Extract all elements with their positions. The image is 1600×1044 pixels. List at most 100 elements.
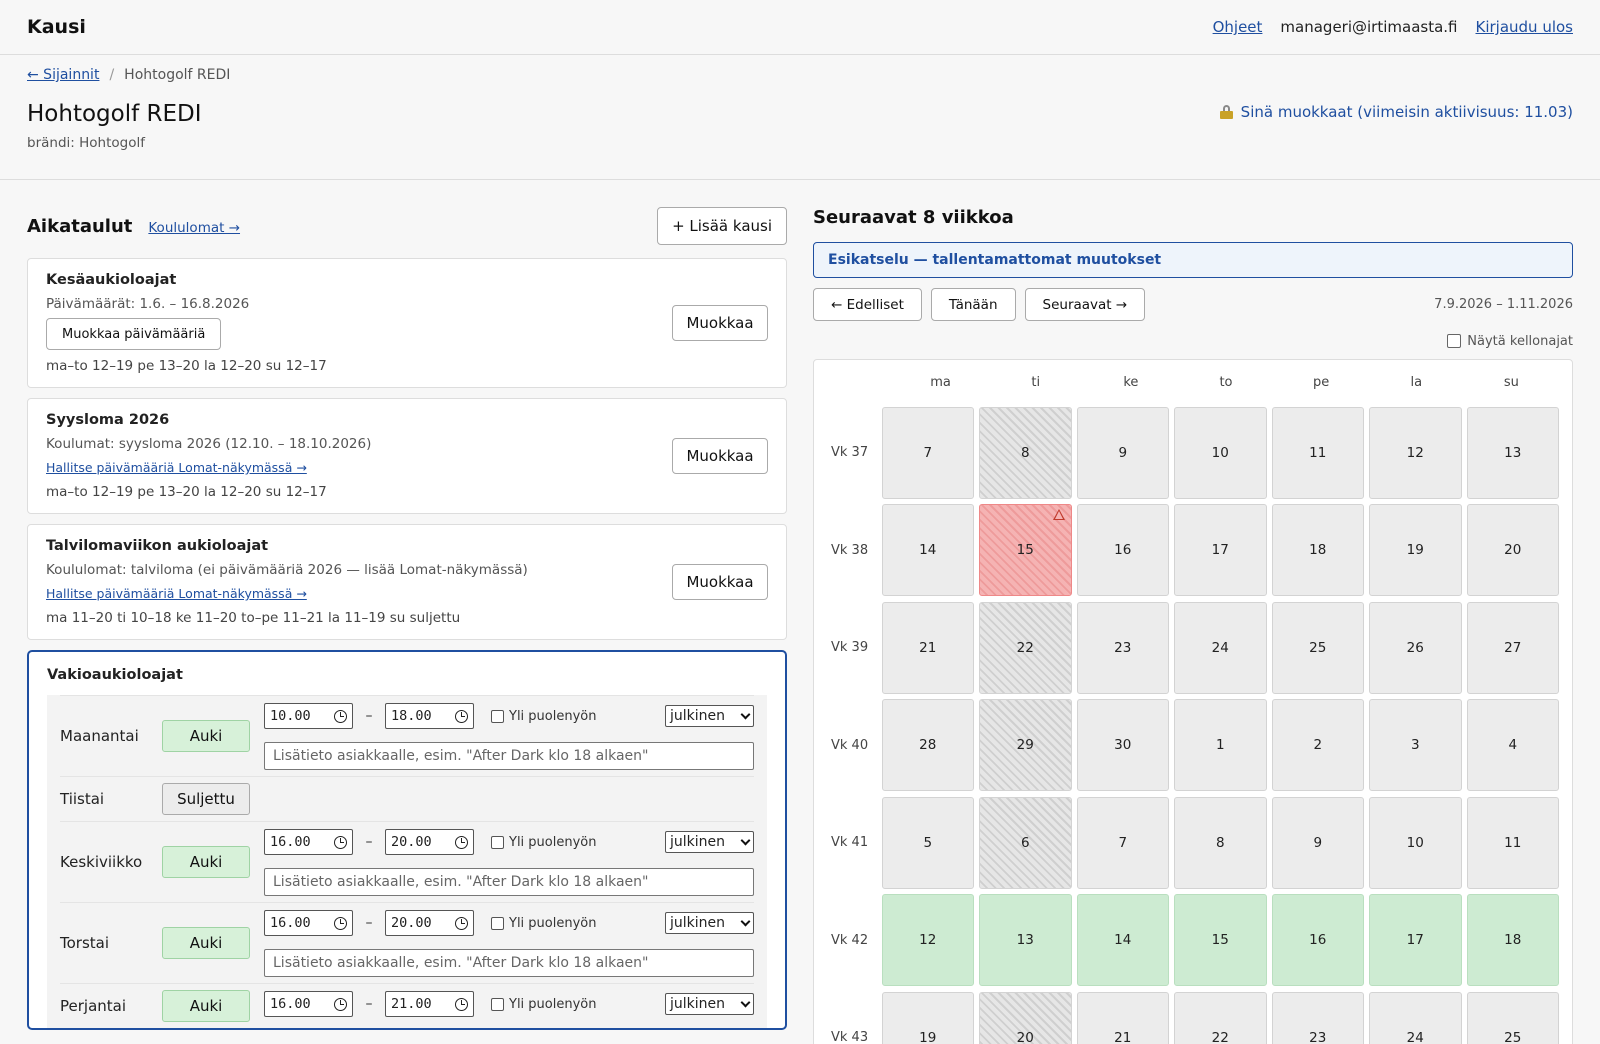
calendar-day[interactable]: 13 — [979, 894, 1072, 987]
close-time-input[interactable]: 20.00 — [385, 829, 474, 855]
show-times-checkbox[interactable]: Näytä kellonajat — [813, 331, 1573, 351]
calendar-day[interactable]: 7 — [1076, 796, 1169, 889]
breadcrumb-separator: / — [109, 67, 115, 83]
calendar-day[interactable]: 8 — [1174, 796, 1267, 889]
customer-note-input[interactable]: Lisätieto asiakkaalle, esim. "After Dark… — [264, 868, 754, 896]
calendar-day[interactable]: 13 — [1466, 406, 1559, 499]
brand-label: brändi: Hohtogolf — [27, 135, 145, 151]
manage-dates-link[interactable]: Hallitse päivämääriä Lomat-näkymässä → — [46, 460, 307, 475]
calendar-day[interactable]: 28 — [881, 699, 974, 792]
calendar-day[interactable]: 22 — [1174, 991, 1267, 1044]
calendar-day[interactable]: 20 — [1466, 504, 1559, 597]
weekday-row: Keskiviikko Auki 16.00 – 20.00 Yli puole… — [60, 821, 754, 902]
visibility-select[interactable]: julkinen — [665, 705, 754, 727]
calendar-day[interactable]: 25 — [1271, 601, 1364, 694]
open-toggle[interactable]: Auki — [162, 846, 250, 878]
calendar-day[interactable]: 23 — [1076, 601, 1169, 694]
open-time-input[interactable]: 16.00 — [264, 829, 353, 855]
calendar-day[interactable]: 21 — [1076, 991, 1169, 1044]
season-card: Syysloma 2026 Koulumat: syysloma 2026 (1… — [27, 398, 787, 514]
overnight-checkbox[interactable]: Yli puolenyön — [491, 835, 596, 850]
logout-link[interactable]: Kirjaudu ulos — [1475, 18, 1574, 36]
calendar-day[interactable]: 29 — [979, 699, 1072, 792]
calendar-day[interactable]: 17 — [1369, 894, 1462, 987]
app-logo[interactable]: Kausi — [27, 16, 86, 38]
previous-weeks-button[interactable]: ← Edelliset — [813, 288, 922, 321]
calendar-day[interactable]: 10 — [1369, 796, 1462, 889]
open-time-input[interactable]: 16.00 — [264, 991, 353, 1017]
calendar-day[interactable]: 12 — [881, 894, 974, 987]
add-season-button[interactable]: + Lisää kausi — [657, 207, 787, 245]
calendar-day[interactable]: 4 — [1466, 699, 1559, 792]
calendar-day[interactable]: 8 — [979, 406, 1072, 499]
manage-dates-link[interactable]: Hallitse päivämääriä Lomat-näkymässä → — [46, 586, 307, 601]
edit-season-button[interactable]: Muokkaa — [672, 305, 768, 341]
customer-note-input[interactable]: Lisätieto asiakkaalle, esim. "After Dark… — [264, 742, 754, 770]
calendar-day[interactable]: 15 — [1174, 894, 1267, 987]
calendar-day[interactable]: 17 — [1174, 504, 1267, 597]
edit-lock-status: Sinä muokkaat (viimeisin aktiivisuus: 11… — [1219, 103, 1573, 121]
calendar-day[interactable]: 9 — [1076, 406, 1169, 499]
visibility-select[interactable]: julkinen — [665, 912, 754, 934]
close-time-input[interactable]: 20.00 — [385, 910, 474, 936]
calendar-day[interactable]: 18 — [1466, 894, 1559, 987]
season-name: Talvilomaviikon aukioloajat — [46, 538, 269, 554]
open-toggle[interactable]: Suljettu — [162, 783, 250, 815]
calendar-day[interactable]: 11 — [1271, 406, 1364, 499]
customer-note-input[interactable]: Lisätieto asiakkaalle, esim. "After Dark… — [264, 949, 754, 977]
today-button[interactable]: Tänään — [930, 288, 1016, 321]
close-time-input[interactable]: 18.00 — [385, 703, 474, 729]
calendar-day[interactable]: 3 — [1369, 699, 1462, 792]
help-link[interactable]: Ohjeet — [1212, 18, 1263, 36]
clock-icon — [334, 916, 347, 930]
season-dates: Koululomat: talviloma (ei päivämääriä 20… — [46, 562, 528, 578]
overnight-checkbox[interactable]: Yli puolenyön — [491, 916, 596, 931]
calendar-day[interactable]: 19 — [881, 991, 974, 1044]
calendar-day[interactable]: 5 — [881, 796, 974, 889]
open-toggle[interactable]: Auki — [162, 990, 250, 1022]
overnight-checkbox[interactable]: Yli puolenyön — [491, 997, 596, 1012]
calendar-day[interactable]: 30 — [1076, 699, 1169, 792]
calendar-day[interactable]: 24 — [1369, 991, 1462, 1044]
calendar-day[interactable]: 18 — [1271, 504, 1364, 597]
calendar-day[interactable]: 22 — [979, 601, 1072, 694]
calendar-day[interactable]: 15 — [979, 504, 1072, 597]
calendar-day[interactable]: 23 — [1271, 991, 1364, 1044]
calendar-day[interactable]: 2 — [1271, 699, 1364, 792]
calendar-day[interactable]: 26 — [1369, 601, 1462, 694]
calendar-day[interactable]: 11 — [1466, 796, 1559, 889]
visibility-select[interactable]: julkinen — [665, 993, 754, 1015]
calendar-day[interactable]: 24 — [1174, 601, 1267, 694]
calendar-day[interactable]: 25 — [1466, 991, 1559, 1044]
weekday-label: to — [1219, 374, 1233, 390]
edit-dates-button[interactable]: Muokkaa päivämääriä — [46, 318, 222, 350]
calendar-day[interactable]: 21 — [881, 601, 974, 694]
calendar-day[interactable]: 20 — [979, 991, 1072, 1044]
calendar-day[interactable]: 14 — [881, 504, 974, 597]
open-time-input[interactable]: 10.00 — [264, 703, 353, 729]
overnight-checkbox[interactable]: Yli puolenyön — [491, 709, 596, 724]
calendar-day[interactable]: 16 — [1076, 504, 1169, 597]
open-time-input[interactable]: 16.00 — [264, 910, 353, 936]
calendar-day[interactable]: 1 — [1174, 699, 1267, 792]
calendar-day[interactable]: 19 — [1369, 504, 1462, 597]
visibility-select[interactable]: julkinen — [665, 831, 754, 853]
next-weeks-button[interactable]: Seuraavat → — [1024, 288, 1146, 321]
calendar-day[interactable]: 6 — [979, 796, 1072, 889]
open-toggle[interactable]: Auki — [162, 720, 250, 752]
day-number: 19 — [1406, 542, 1424, 559]
calendar-day[interactable]: 14 — [1076, 894, 1169, 987]
calendar-day[interactable]: 7 — [881, 406, 974, 499]
calendar-day[interactable]: 27 — [1466, 601, 1559, 694]
calendar-day[interactable]: 12 — [1369, 406, 1462, 499]
edit-season-button[interactable]: Muokkaa — [672, 438, 768, 474]
calendar-day[interactable]: 10 — [1174, 406, 1267, 499]
calendar-day[interactable]: 9 — [1271, 796, 1364, 889]
edit-season-button[interactable]: Muokkaa — [672, 564, 768, 600]
warning-icon — [1052, 509, 1065, 521]
school-holidays-link[interactable]: Koululomat → — [148, 219, 241, 236]
calendar-day[interactable]: 16 — [1271, 894, 1364, 987]
close-time-input[interactable]: 21.00 — [385, 991, 474, 1017]
open-toggle[interactable]: Auki — [162, 927, 250, 959]
breadcrumb-back-link[interactable]: ← Sijainnit — [27, 67, 100, 83]
